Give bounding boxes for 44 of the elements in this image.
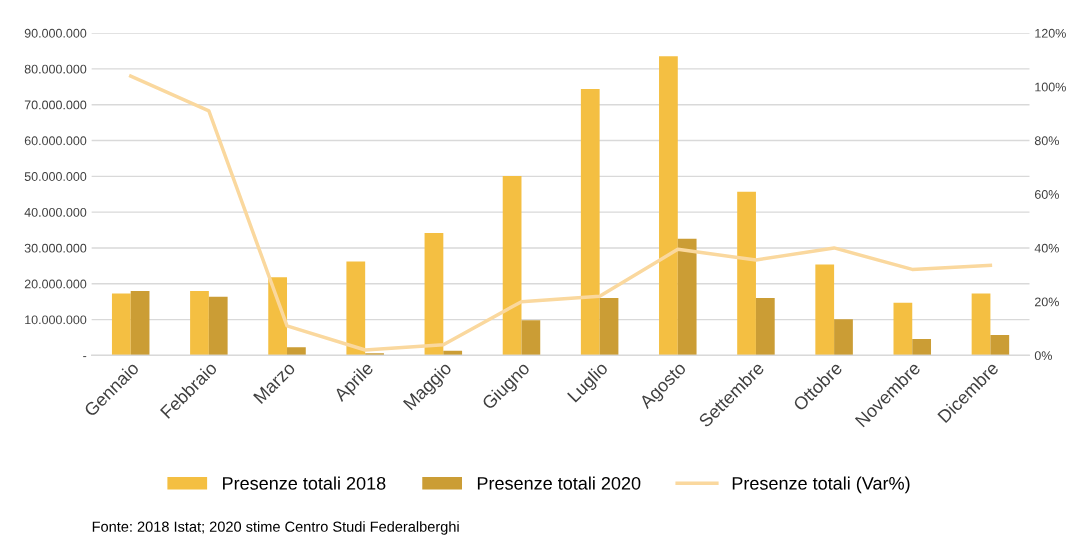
y-tick-label: 70.000.000 [24,100,87,110]
source-note: Fonte: 2018 Istat; 2020 stime Centro Studi Federalberghi [92,521,459,535]
bar [424,232,444,356]
bar [677,238,697,356]
y-tick-label: 60.000.000 [24,136,87,146]
legend-label: Presenze totali (Var%) [732,476,910,494]
y-tick-label: - [83,356,87,358]
bar [599,298,619,356]
y-tick-label: 20.000.000 [24,279,87,289]
bar [130,290,150,356]
legend-label: Presenze totali 2018 [223,476,386,490]
y2-tick-label: 0% [1034,351,1052,361]
y-tick-label: 80.000.000 [24,64,87,74]
legend-label: Presenze totali 2020 [477,476,641,490]
y-tick-label: 50.000.000 [24,172,87,181]
bar [755,298,775,356]
bar [111,293,131,356]
bar [912,338,932,356]
y2-tick-label: 100% [1035,82,1066,92]
y2-tick-label: 80% [1034,136,1059,146]
bar [971,293,991,356]
bar [580,88,600,356]
y2-tick-label: 60% [1034,190,1059,199]
bar [737,191,756,356]
y2-tick-label: 40% [1034,243,1059,253]
line-series [128,74,993,352]
y-tick-label: 10.000.000 [25,315,87,325]
bar [190,290,209,356]
bar [815,264,835,356]
bar [502,175,522,356]
bar [990,334,1010,356]
bar [893,302,913,356]
bar [834,319,853,356]
bar [287,347,306,356]
bar [365,353,384,356]
bar [521,320,541,356]
y2-tick-label: 20% [1034,297,1059,307]
bar [659,56,678,356]
y-tick-label: 40.000.000 [24,207,87,217]
y-tick-label: 30.000.000 [24,243,87,253]
y-tick-label: 90.000.000 [24,28,87,38]
y2-tick-label: 120% [1035,28,1066,38]
bar [346,261,366,356]
bar [208,296,228,356]
